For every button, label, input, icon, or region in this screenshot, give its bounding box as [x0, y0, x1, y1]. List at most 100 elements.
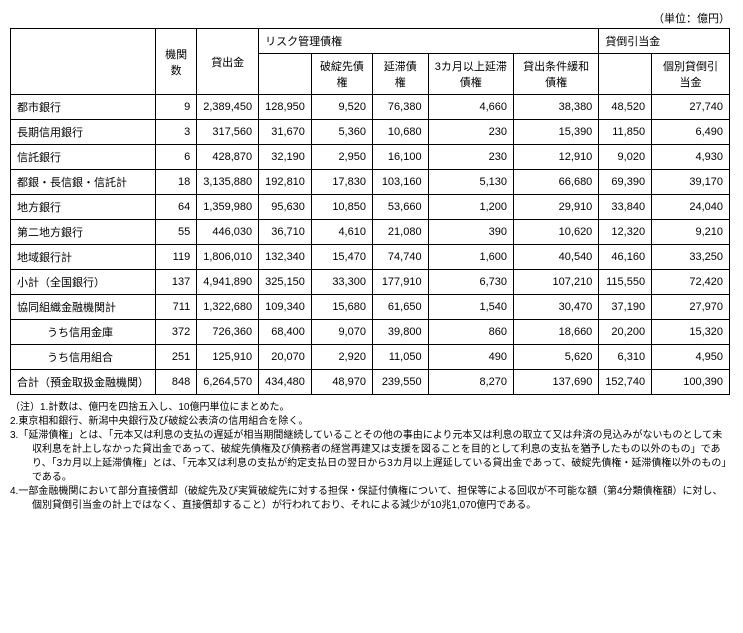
cell-bankrupt: 4,610	[311, 220, 372, 245]
note-line: 2.東京相和銀行、新潟中央銀行及び破綻公表済の信用組合を除く。	[10, 415, 730, 429]
cell-loans: 3,135,880	[197, 170, 259, 195]
row-label: 合計（預金取扱金融機関）	[11, 370, 156, 395]
row-label: 長期信用銀行	[11, 120, 156, 145]
row-label: うち信用金庫	[11, 320, 156, 345]
cell-risk_total: 128,950	[259, 95, 312, 120]
cell-prov_total: 6,310	[599, 345, 652, 370]
cell-overdue: 177,910	[372, 270, 428, 295]
table-row: うち信用金庫372726,36068,4009,07039,80086018,6…	[11, 320, 730, 345]
row-label: 第二地方銀行	[11, 220, 156, 245]
col-provision-group: 貸倒引当金	[599, 29, 730, 54]
cell-count: 119	[156, 245, 197, 270]
cell-restr: 137,690	[514, 370, 599, 395]
cell-prov_total: 48,520	[599, 95, 652, 120]
cell-count: 64	[156, 195, 197, 220]
col-overdue: 延滞債権	[372, 54, 428, 95]
cell-count: 137	[156, 270, 197, 295]
cell-risk_total: 20,070	[259, 345, 312, 370]
cell-bankrupt: 2,920	[311, 345, 372, 370]
cell-prov_total: 33,840	[599, 195, 652, 220]
cell-risk_total: 31,670	[259, 120, 312, 145]
cell-loans: 6,264,570	[197, 370, 259, 395]
cell-overdue: 53,660	[372, 195, 428, 220]
financial-table: 機関数 貸出金 リスク管理債権 貸倒引当金 破綻先債権 延滞債権 3カ月以上延滞…	[10, 28, 730, 395]
cell-bankrupt: 9,070	[311, 320, 372, 345]
cell-prov_total: 12,320	[599, 220, 652, 245]
row-label: 地方銀行	[11, 195, 156, 220]
cell-prov_total: 152,740	[599, 370, 652, 395]
cell-overdue: 39,800	[372, 320, 428, 345]
cell-count: 3	[156, 120, 197, 145]
table-row: 第二地方銀行55446,03036,7104,61021,08039010,62…	[11, 220, 730, 245]
cell-prov_indiv: 4,950	[652, 345, 730, 370]
cell-mo3: 860	[428, 320, 513, 345]
cell-restr: 29,910	[514, 195, 599, 220]
cell-loans: 446,030	[197, 220, 259, 245]
cell-bankrupt: 15,470	[311, 245, 372, 270]
cell-restr: 10,620	[514, 220, 599, 245]
cell-bankrupt: 10,850	[311, 195, 372, 220]
cell-prov_total: 69,390	[599, 170, 652, 195]
cell-bankrupt: 33,300	[311, 270, 372, 295]
note-line: 3.「延滞債権」とは、「元本又は利息の支払の遅延が相当期間継続していることその他…	[10, 429, 730, 485]
cell-prov_indiv: 27,740	[652, 95, 730, 120]
cell-loans: 125,910	[197, 345, 259, 370]
table-row: 合計（預金取扱金融機関）8486,264,570434,48048,970239…	[11, 370, 730, 395]
note-line: 4.一部金融機関において部分直接償却（破綻先及び実質破綻先に対する担保・保証付債…	[10, 485, 730, 513]
table-row: 都銀・長信銀・信託計183,135,880192,81017,830103,16…	[11, 170, 730, 195]
cell-prov_indiv: 6,490	[652, 120, 730, 145]
cell-loans: 4,941,890	[197, 270, 259, 295]
cell-count: 848	[156, 370, 197, 395]
cell-prov_indiv: 27,970	[652, 295, 730, 320]
cell-restr: 12,910	[514, 145, 599, 170]
cell-mo3: 390	[428, 220, 513, 245]
cell-overdue: 11,050	[372, 345, 428, 370]
cell-mo3: 1,540	[428, 295, 513, 320]
cell-prov_indiv: 39,170	[652, 170, 730, 195]
table-row: 地方銀行641,359,98095,63010,85053,6601,20029…	[11, 195, 730, 220]
cell-prov_indiv: 100,390	[652, 370, 730, 395]
table-row: 信託銀行6428,87032,1902,95016,10023012,9109,…	[11, 145, 730, 170]
cell-loans: 726,360	[197, 320, 259, 345]
cell-mo3: 230	[428, 120, 513, 145]
cell-count: 711	[156, 295, 197, 320]
cell-overdue: 239,550	[372, 370, 428, 395]
cell-prov_indiv: 4,930	[652, 145, 730, 170]
row-label: 都市銀行	[11, 95, 156, 120]
cell-restr: 107,210	[514, 270, 599, 295]
cell-overdue: 74,740	[372, 245, 428, 270]
cell-risk_total: 325,150	[259, 270, 312, 295]
cell-restr: 5,620	[514, 345, 599, 370]
cell-restr: 18,660	[514, 320, 599, 345]
cell-count: 6	[156, 145, 197, 170]
col-loans: 貸出金	[197, 29, 259, 95]
cell-risk_total: 68,400	[259, 320, 312, 345]
cell-bankrupt: 2,950	[311, 145, 372, 170]
col-prov-total	[599, 54, 652, 95]
cell-mo3: 5,130	[428, 170, 513, 195]
col-bankrupt: 破綻先債権	[311, 54, 372, 95]
col-count: 機関数	[156, 29, 197, 95]
cell-count: 251	[156, 345, 197, 370]
cell-risk_total: 32,190	[259, 145, 312, 170]
row-label: うち信用組合	[11, 345, 156, 370]
cell-prov_indiv: 24,040	[652, 195, 730, 220]
cell-loans: 1,806,010	[197, 245, 259, 270]
cell-bankrupt: 17,830	[311, 170, 372, 195]
cell-prov_indiv: 33,250	[652, 245, 730, 270]
cell-mo3: 1,200	[428, 195, 513, 220]
cell-overdue: 103,160	[372, 170, 428, 195]
cell-bankrupt: 48,970	[311, 370, 372, 395]
col-prov-indiv: 個別貸倒引当金	[652, 54, 730, 95]
cell-restr: 38,380	[514, 95, 599, 120]
cell-overdue: 76,380	[372, 95, 428, 120]
table-row: 地域銀行計1191,806,010132,34015,47074,7401,60…	[11, 245, 730, 270]
cell-prov_total: 37,190	[599, 295, 652, 320]
col-label	[11, 29, 156, 95]
col-risk-total	[259, 54, 312, 95]
col-risk-group: リスク管理債権	[259, 29, 599, 54]
notes: （注）1.計数は、億円を四捨五入し、10億円単位にまとめた。2.東京相和銀行、新…	[10, 401, 730, 513]
cell-risk_total: 95,630	[259, 195, 312, 220]
cell-loans: 428,870	[197, 145, 259, 170]
cell-prov_total: 115,550	[599, 270, 652, 295]
